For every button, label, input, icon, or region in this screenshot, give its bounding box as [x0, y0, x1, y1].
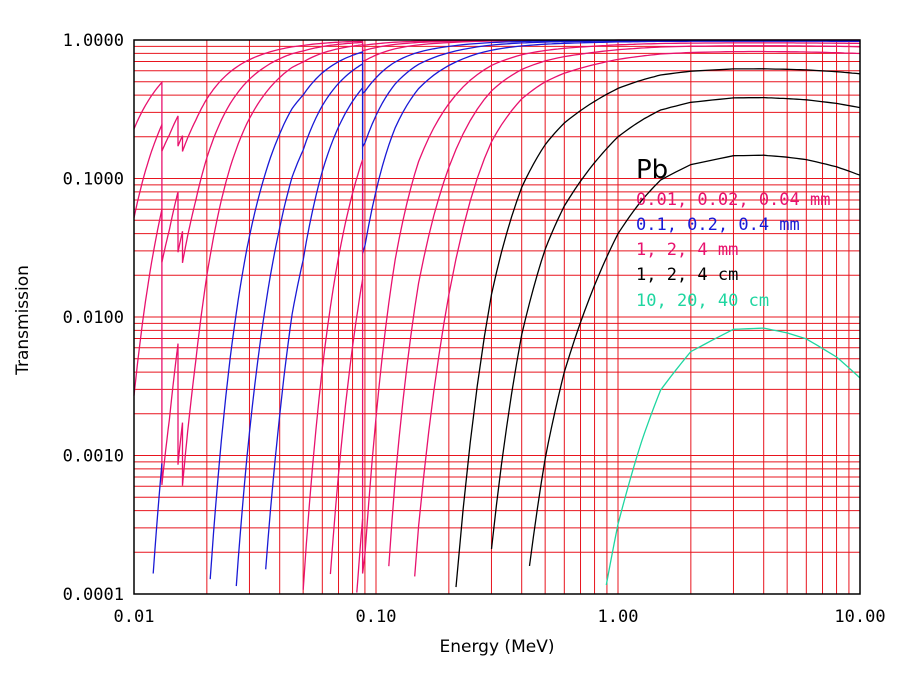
legend-entry: 0.1, 0.2, 0.4 mm [636, 215, 800, 235]
series-line [265, 40, 861, 570]
series-line [528, 154, 861, 566]
legend-entry: 10, 20, 40 cm [636, 291, 769, 311]
x-axis-label: Energy (MeV) [440, 637, 555, 657]
x-tick-label: 1.00 [598, 607, 639, 627]
series-line [605, 327, 861, 586]
transmission-curves [133, 39, 861, 593]
series-line [356, 50, 861, 593]
legend-entry: 0.01, 0.02, 0.04 mm [636, 190, 830, 210]
series-line [490, 96, 861, 549]
series-line [329, 45, 861, 575]
series-line [133, 39, 860, 152]
y-tick-label: 1.0000 [63, 31, 124, 51]
plot-frame [133, 39, 861, 595]
series-line [133, 39, 860, 486]
x-tick-label: 0.10 [356, 607, 397, 627]
series-line [455, 68, 861, 588]
y-axis-ticks: 0.0001 0.0010 0.0100 0.1000 1.0000 [63, 31, 124, 605]
x-axis-ticks: 0.01 0.10 1.00 10.00 [114, 607, 886, 627]
x-tick-label: 0.01 [114, 607, 155, 627]
legend: Pb 0.01, 0.02, 0.04 mm 0.1, 0.2, 0.4 mm … [636, 155, 830, 311]
y-tick-label: 0.0010 [63, 447, 124, 467]
y-axis-label: Transmission [13, 265, 33, 376]
legend-entry: 1, 2, 4 mm [636, 240, 738, 260]
grid-lines [133, 40, 860, 595]
x-tick-label: 10.00 [834, 607, 885, 627]
y-tick-label: 0.0100 [63, 308, 124, 328]
y-tick-label: 0.0001 [63, 585, 124, 605]
y-tick-label: 0.1000 [63, 170, 124, 190]
legend-entry: 1, 2, 4 cm [636, 265, 738, 285]
legend-material-label: Pb [636, 155, 668, 185]
series-line [302, 42, 861, 590]
